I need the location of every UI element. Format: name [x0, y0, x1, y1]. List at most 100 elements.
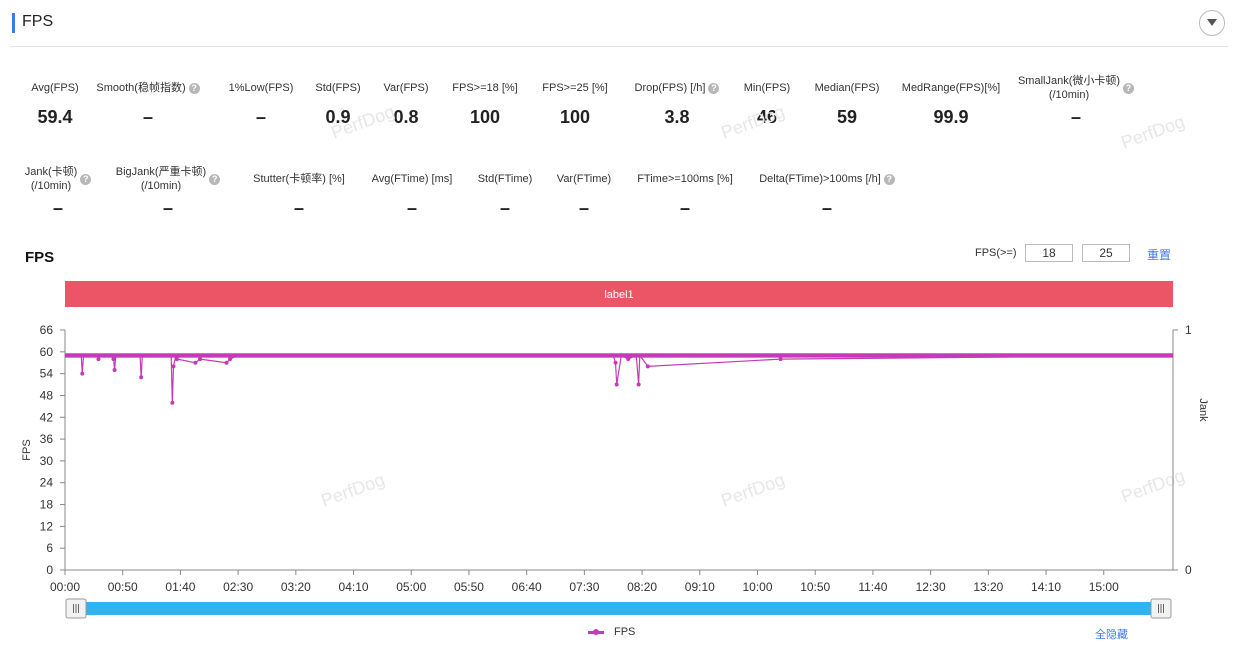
threshold-input-2[interactable]	[1082, 244, 1130, 262]
metric-label-text: Drop(FPS) [/h]	[634, 82, 706, 94]
metric-value: 0.8	[393, 107, 419, 127]
help-icon[interactable]: ?	[80, 173, 92, 185]
help-icon[interactable]: ?	[708, 82, 720, 94]
metric-metrics_row1-0: Avg(FPS) 59.4	[0, 73, 135, 128]
x-tick-label: 03:20	[281, 580, 311, 594]
metric-metrics_row1-9: Median(FPS) 59	[767, 73, 927, 128]
y-tick-label: 54	[40, 367, 54, 381]
fps-data-point	[80, 371, 85, 376]
help-icon[interactable]: ?	[1123, 82, 1135, 94]
help-icon[interactable]: ?	[188, 82, 200, 94]
metric-value: –	[255, 107, 266, 127]
metric-value: –	[578, 198, 589, 218]
fps-data-point	[112, 368, 117, 372]
metric-label: Min(FPS)	[687, 73, 847, 103]
metric-value: –	[679, 198, 690, 218]
threshold-input-1[interactable]	[1025, 244, 1073, 262]
threshold-label: FPS(>=)	[975, 247, 1017, 259]
fps-data-point	[228, 357, 233, 362]
reset-button[interactable]: 重置	[1147, 248, 1172, 262]
metric-metrics_row1-5: FPS>=18 [%] 100	[405, 73, 565, 128]
metric-label: Avg(FPS)	[0, 73, 135, 103]
hide-all-button[interactable]: 全隐藏	[1095, 629, 1128, 641]
metric-value: –	[293, 198, 304, 218]
metric-value: 46	[756, 107, 778, 127]
x-tick-label: 13:20	[973, 580, 1003, 594]
y-axis-title: FPS	[21, 439, 33, 460]
section-header: FPS	[10, 8, 1228, 47]
metric-label-text: Delta(FTime)>100ms [/h]	[759, 173, 881, 185]
x-tick-label: 06:40	[512, 580, 542, 594]
metric-value: 3.8	[664, 107, 690, 127]
metric-label-text: FTime>=100ms [%]	[637, 173, 733, 185]
fps-data-point	[636, 382, 641, 387]
fps-data-point	[613, 360, 618, 365]
metric-label: FPS>=25 [%]	[495, 73, 655, 103]
metric-label: Delta(FTime)>100ms [/h]?	[747, 164, 907, 194]
metric-value: –	[406, 198, 417, 218]
metric-label-text: Var(FPS)	[383, 82, 429, 94]
fps-baseline-band	[65, 353, 1173, 358]
metric-label-text: FPS>=18 [%]	[452, 82, 518, 94]
help-icon[interactable]: ?	[883, 173, 895, 185]
collapse-button[interactable]	[1199, 10, 1225, 36]
metric-metrics_row2-3: Avg(FTime) [ms] –	[332, 164, 492, 219]
metric-metrics_row1-1: Smooth(稳帧指数)? –	[68, 73, 228, 128]
metric-value: 99.9	[933, 107, 969, 127]
metric-label-text: Stutter(卡顿率) [%]	[253, 173, 345, 185]
metric-label: Drop(FPS) [/h]?	[597, 73, 757, 103]
x-tick-label: 10:50	[800, 580, 830, 594]
metric-label-text: Var(FTime)	[556, 173, 612, 185]
chart-title: FPS	[25, 249, 55, 266]
metric-value: 59.4	[37, 107, 73, 127]
fps-data-point	[198, 357, 203, 362]
metric-value: –	[142, 107, 153, 127]
page-title: FPS	[22, 13, 54, 30]
metric-label: 1%Low(FPS)	[181, 73, 341, 103]
metric-metrics_row2-7: Delta(FTime)>100ms [/h]? –	[747, 164, 907, 219]
metric-label-text: SmallJank(微小卡顿) (/10min)	[1017, 75, 1121, 101]
x-tick-label: 14:10	[1031, 580, 1061, 594]
metric-label: Jank(卡顿) (/10min)?	[0, 164, 138, 194]
title-accent-bar	[12, 13, 15, 33]
metric-value: –	[1070, 107, 1081, 127]
metric-label-text: Min(FPS)	[743, 82, 791, 94]
help-icon[interactable]: ?	[209, 173, 221, 185]
metric-value: 0.9	[325, 107, 351, 127]
metric-label: Avg(FTime) [ms]	[332, 164, 492, 194]
metric-label-text: Avg(FPS)	[31, 82, 79, 94]
metric-label: Median(FPS)	[767, 73, 927, 103]
y2-tick-label: 0	[1185, 563, 1192, 577]
y2-axis-title: Jank	[1197, 398, 1209, 422]
fps-data-point	[170, 400, 175, 405]
metric-label: Stutter(卡顿率) [%]	[219, 164, 379, 194]
chevron-down-icon	[1207, 19, 1217, 26]
metric-metrics_row1-7: Drop(FPS) [/h]? 3.8	[597, 73, 757, 128]
y2-tick-label: 1	[1185, 323, 1192, 337]
metric-metrics_row1-6: FPS>=25 [%] 100	[495, 73, 655, 128]
fps-data-point	[626, 357, 631, 362]
metric-label: FTime>=100ms [%]	[605, 164, 765, 194]
x-tick-label: 02:30	[223, 580, 253, 594]
metric-label: Var(FPS)	[326, 73, 486, 103]
metric-metrics_row2-2: Stutter(卡顿率) [%] –	[219, 164, 379, 219]
legend-item-fps[interactable]: FPS	[588, 626, 635, 638]
metric-label-text: 1%Low(FPS)	[228, 82, 294, 94]
x-tick-label: 04:10	[339, 580, 369, 594]
metric-metrics_row2-1: BigJank(严重卡顿) (/10min)? –	[88, 164, 248, 219]
legend-line-marker-icon	[588, 628, 604, 635]
metric-value: –	[821, 198, 832, 218]
y-tick-label: 12	[40, 519, 54, 533]
metric-label-text: Std(FTime)	[477, 173, 533, 185]
fps-data-point	[645, 364, 650, 369]
metric-label-text: Jank(卡顿) (/10min)	[24, 166, 78, 192]
x-tick-label: 05:50	[454, 580, 484, 594]
x-tick-label: 12:30	[916, 580, 946, 594]
metric-label: Smooth(稳帧指数)?	[68, 73, 228, 103]
metric-label-text: Smooth(稳帧指数)	[96, 82, 186, 94]
fps-data-point	[614, 382, 619, 387]
metric-value: –	[499, 198, 510, 218]
x-tick-label: 05:00	[396, 580, 426, 594]
fps-data-point	[778, 357, 783, 362]
